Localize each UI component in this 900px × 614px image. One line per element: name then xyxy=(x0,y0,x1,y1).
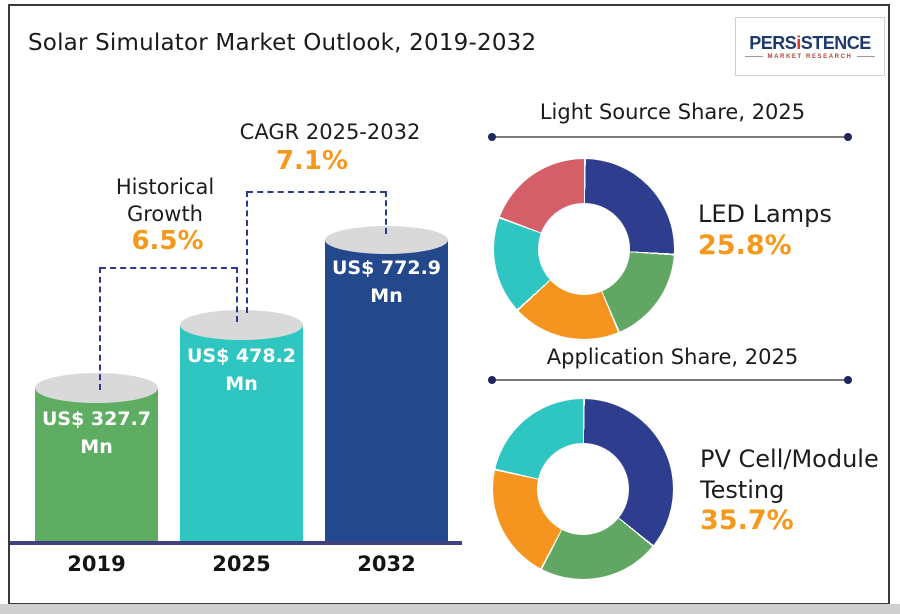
bar-2032: US$ 772.9 Mn xyxy=(325,226,448,545)
bar-2032-value-label: US$ 772.9 Mn xyxy=(331,257,442,307)
historical-growth-value: 6.5% xyxy=(131,226,204,256)
divider-endpoint-dot xyxy=(844,376,852,384)
x-axis-line xyxy=(10,541,462,545)
logo-red-i: i xyxy=(796,32,801,53)
bar-2019-value-label: US$ 327.7 Mn xyxy=(41,408,152,458)
light-source-highlight-value: 25.8% xyxy=(698,230,792,261)
cagr-bracket-left xyxy=(246,191,248,313)
application-highlight-label: PV Cell/Module Testing xyxy=(700,445,879,504)
page-title: Solar Simulator Market Outlook, 2019-203… xyxy=(28,30,537,56)
bar-2025-top-ellipse xyxy=(180,310,303,340)
donut-hole xyxy=(537,443,629,535)
historical-growth-bracket-left xyxy=(99,267,101,390)
divider-endpoint-dot xyxy=(488,133,496,141)
bar-2025: US$ 478.2 Mn xyxy=(180,310,303,545)
logo-tagline: MARKET RESEARCH xyxy=(767,53,853,60)
axis-label-2019: 2019 xyxy=(67,552,126,576)
axis-label-2025: 2025 xyxy=(212,552,271,576)
bar-2019-body xyxy=(35,388,158,545)
application-divider-line xyxy=(495,379,847,381)
light-source-donut xyxy=(494,159,674,339)
light-source-section-title: Light Source Share, 2025 xyxy=(539,100,806,124)
logo-subtitle-row: MARKET RESEARCH xyxy=(745,53,875,60)
historical-growth-bracket-right xyxy=(236,267,238,322)
logo-divider-line-right xyxy=(856,56,875,57)
bar-2032-body xyxy=(325,240,448,545)
bar-2019: US$ 327.7 Mn xyxy=(35,373,158,545)
logo-brand-text: PERSiSTENCE xyxy=(749,34,871,52)
bar-2025-value-label: US$ 478.2 Mn xyxy=(186,345,297,395)
light-source-divider-line xyxy=(495,136,847,138)
logo-divider-line-left xyxy=(745,56,764,57)
cagr-value: 7.1% xyxy=(275,146,349,176)
application-donut xyxy=(493,399,673,579)
bottom-gray-strip xyxy=(0,604,900,614)
historical-growth-bracket-horizontal xyxy=(100,267,237,269)
bar-2025-body xyxy=(180,325,303,545)
application-section-title: Application Share, 2025 xyxy=(546,345,799,369)
historical-growth-label: Historical Growth xyxy=(115,175,215,226)
logo-brand-pre: PERS xyxy=(749,32,797,53)
divider-endpoint-dot xyxy=(844,133,852,141)
donut-hole xyxy=(538,203,630,295)
axis-label-2032: 2032 xyxy=(357,552,416,576)
light-source-highlight-label: LED Lamps xyxy=(698,200,832,228)
cagr-bracket-horizontal xyxy=(247,191,386,193)
application-highlight-value: 35.7% xyxy=(700,505,794,536)
bar-2019-top-ellipse xyxy=(35,373,158,403)
persistence-logo: PERSiSTENCE MARKET RESEARCH xyxy=(735,17,885,76)
cagr-label: CAGR 2025-2032 xyxy=(239,120,421,144)
logo-brand-post: STENCE xyxy=(800,32,872,53)
cagr-bracket-right xyxy=(385,191,387,234)
divider-endpoint-dot xyxy=(488,376,496,384)
